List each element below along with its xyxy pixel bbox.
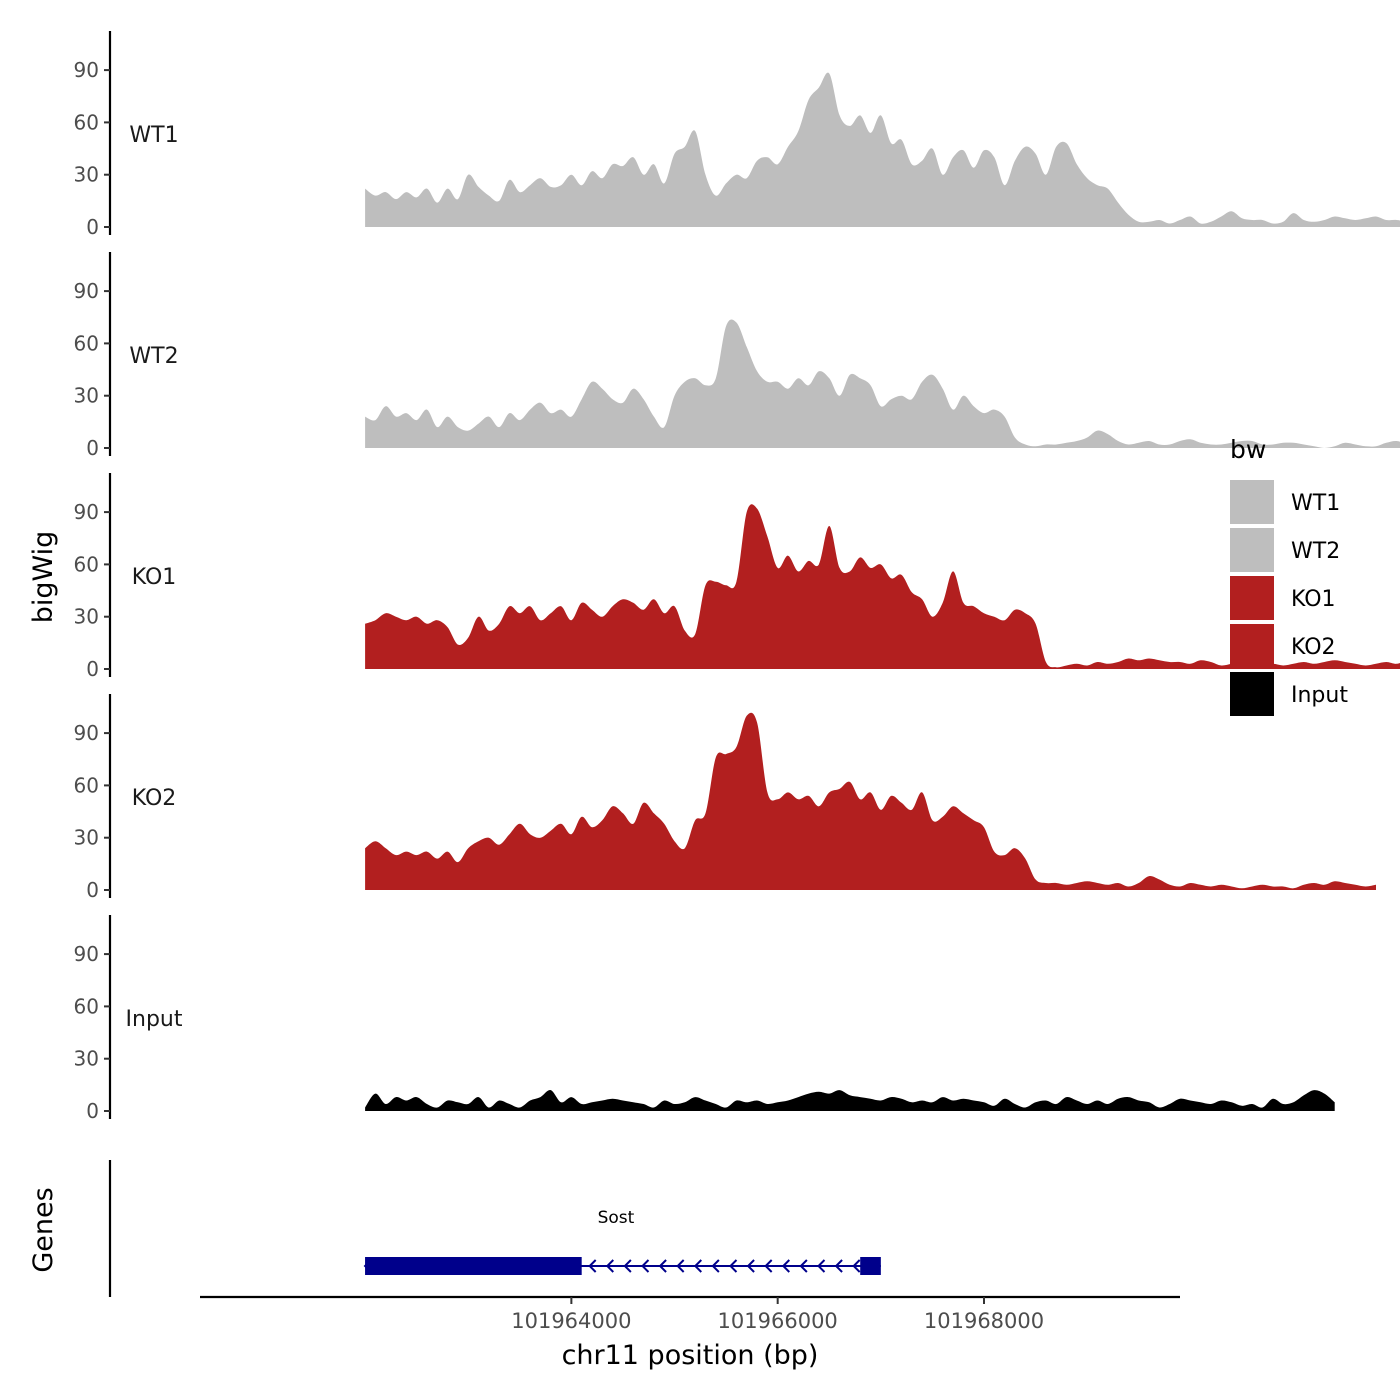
- legend-swatch: [1230, 624, 1274, 668]
- track-ko2: 0 30 60 90 KO2: [74, 694, 1377, 902]
- legend-swatch: [1230, 672, 1274, 716]
- track-label: KO2: [132, 786, 177, 811]
- track-area-wt2: [365, 319, 1400, 448]
- track-label: WT1: [129, 123, 178, 148]
- strand-arrow: [658, 1259, 667, 1273]
- strand-arrow: [623, 1259, 632, 1273]
- track-ko1: 0 30 60 90 KO1: [74, 473, 1400, 681]
- strand-arrow: [605, 1259, 614, 1273]
- y-tick-label: 60: [74, 994, 99, 1018]
- y-tick-label: 90: [74, 721, 99, 745]
- track-area-input: [365, 1090, 1335, 1111]
- legend-swatch: [1230, 480, 1274, 524]
- y-tick-label: 0: [86, 878, 99, 902]
- strand-arrow: [729, 1259, 738, 1273]
- y-tick-label: 30: [74, 384, 99, 408]
- strand-arrow: [676, 1259, 685, 1273]
- track-label: Input: [126, 1007, 183, 1032]
- x-tick-label: 101968000: [924, 1309, 1044, 1333]
- strand-arrow: [641, 1259, 650, 1273]
- x-axis-title: chr11 position (bp): [562, 1340, 819, 1371]
- legend-label: Input: [1291, 683, 1348, 708]
- legend-item-ko2: KO2: [1230, 624, 1336, 668]
- x-tick-label: 101964000: [511, 1309, 631, 1333]
- legend-item-wt2: WT2: [1230, 528, 1340, 572]
- track-wt1: 0 30 60 90 WT1: [74, 31, 1400, 239]
- track-wt2: 0 30 60 90 WT2: [74, 252, 1400, 460]
- legend-items: WT1 WT2 KO1 KO2 Input: [1230, 480, 1348, 716]
- y-tick-label: 60: [74, 110, 99, 134]
- track-area-wt1: [365, 72, 1400, 227]
- y-tick-label: 30: [74, 605, 99, 629]
- legend-label: WT2: [1291, 539, 1340, 564]
- strand-arrow: [817, 1259, 826, 1273]
- legend-item-wt1: WT1: [1230, 480, 1340, 524]
- gene-sost: Sost: [363, 1208, 881, 1275]
- y-tick-label: 0: [86, 657, 99, 681]
- y-tick-label: 0: [86, 1099, 99, 1123]
- strand-arrow: [781, 1259, 790, 1273]
- y-tick-label: 30: [74, 826, 99, 850]
- legend-title: bw: [1230, 435, 1266, 464]
- legend-label: KO2: [1291, 635, 1336, 660]
- legend: bw WT1 WT2 KO1 KO2 Input: [1230, 435, 1348, 716]
- track-panels: 0 30 60 90 WT1 0 30 60 90 WT2 0 30 60 90 KO1 0 30 60 90 KO2…: [74, 31, 1400, 1123]
- track-area-ko2: [365, 712, 1377, 890]
- y-tick-label: 90: [74, 279, 99, 303]
- legend-item-input: Input: [1230, 672, 1348, 716]
- gene-exon: [860, 1257, 881, 1275]
- legend-label: KO1: [1291, 587, 1336, 612]
- legend-swatch: [1230, 528, 1274, 572]
- legend-swatch: [1230, 576, 1274, 620]
- strand-arrow: [711, 1259, 720, 1273]
- genes-axis-title: Genes: [28, 1187, 59, 1272]
- gene-exon: [365, 1257, 582, 1275]
- legend-label: WT1: [1291, 491, 1340, 516]
- strand-arrow: [764, 1259, 773, 1273]
- y-tick-label: 90: [74, 942, 99, 966]
- y-tick-label: 30: [74, 1047, 99, 1071]
- x-axis: 101964000 101966000 101968000: [200, 1295, 1180, 1333]
- y-tick-label: 90: [74, 500, 99, 524]
- strand-arrow: [693, 1259, 702, 1273]
- strand-arrow: [799, 1259, 808, 1273]
- track-label: KO1: [132, 565, 177, 590]
- genes-panel: Sost: [108, 1160, 881, 1297]
- y-tick-label: 0: [86, 215, 99, 239]
- track-label: WT2: [129, 344, 178, 369]
- track-area-ko1: [365, 504, 1400, 669]
- y-tick-label: 0: [86, 436, 99, 460]
- y-tick-label: 60: [74, 552, 99, 576]
- y-tick-label: 60: [74, 773, 99, 797]
- strand-arrow: [588, 1259, 597, 1273]
- strand-arrow: [852, 1259, 861, 1273]
- gene-label: Sost: [598, 1208, 635, 1228]
- track-input: 0 30 60 90 Input: [74, 915, 1335, 1123]
- strand-arrow: [363, 1260, 371, 1272]
- strand-arrow: [834, 1259, 843, 1273]
- y-axis-title: bigWig: [28, 531, 59, 624]
- y-tick-label: 60: [74, 331, 99, 355]
- x-tick-label: 101966000: [718, 1309, 838, 1333]
- legend-item-ko1: KO1: [1230, 576, 1336, 620]
- y-tick-label: 30: [74, 163, 99, 187]
- strand-arrow: [746, 1259, 755, 1273]
- y-tick-label: 90: [74, 58, 99, 82]
